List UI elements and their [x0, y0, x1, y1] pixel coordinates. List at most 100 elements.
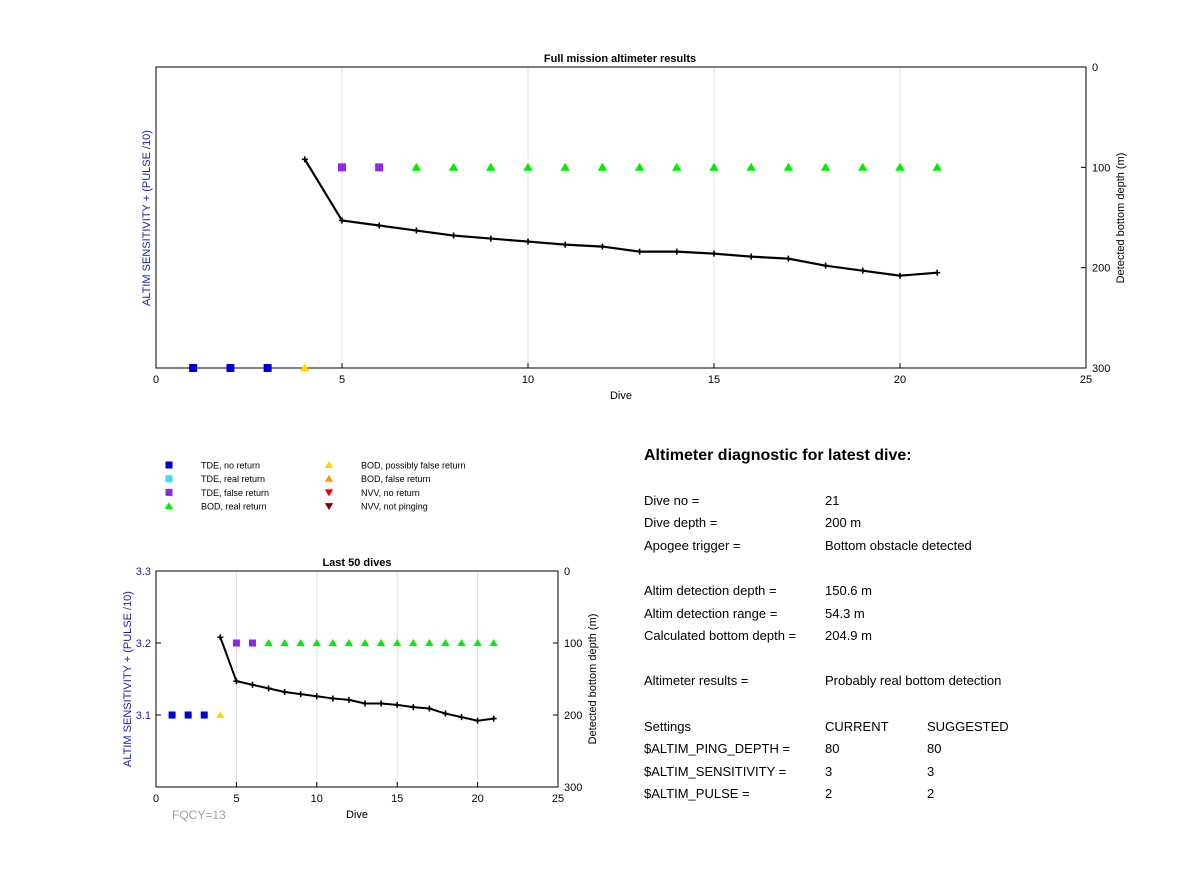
altimeter-marker	[189, 364, 198, 372]
right-y-tick-label: 300	[1092, 363, 1110, 375]
bottom-depth-series	[301, 156, 941, 279]
setting-name: $ALTIM_PULSE =	[644, 786, 750, 802]
altimeter-marker	[783, 162, 794, 171]
bottom-depth-point	[329, 695, 336, 702]
setting-current: 80	[825, 741, 840, 757]
setting-name: $ALTIM_SENSITIVITY =	[644, 763, 787, 779]
altimeter-marker	[820, 162, 831, 171]
setting-row: $ALTIM_SENSITIVITY = 3 3	[644, 761, 1124, 784]
bottom-depth-point	[345, 696, 352, 703]
bottom-depth-point	[394, 701, 401, 708]
diagnostic-title: Altimeter diagnostic for latest dive:	[644, 447, 912, 464]
legend-marker	[164, 502, 174, 510]
altimeter-marker	[473, 639, 482, 646]
legend-label: BOD, real return	[201, 502, 267, 512]
altimeter-marker	[486, 162, 496, 171]
altimeter-marker	[858, 162, 868, 171]
altimeter-marker	[216, 711, 225, 718]
altimeter-marker	[296, 639, 305, 646]
altimeter-marker	[232, 639, 240, 647]
altim-depth-label: Altim detection depth =	[644, 582, 777, 598]
plot-frame	[155, 570, 559, 788]
legend-label: BOD, possibly false return	[361, 461, 466, 471]
altimeter-marker	[376, 639, 386, 646]
plot-frame	[155, 66, 1087, 369]
bottom-depth-point	[490, 715, 497, 722]
altimeter-marker	[489, 639, 498, 646]
altimeter-marker	[895, 162, 905, 171]
bottom-depth-point	[362, 700, 369, 707]
altimeter-marker	[457, 639, 466, 646]
right-y-tick-label: 0	[1092, 62, 1098, 74]
altimeter-marker	[280, 639, 289, 646]
bottom-depth-point	[822, 262, 829, 269]
x-tick-label: 10	[522, 374, 534, 386]
altimeter-marker	[226, 364, 235, 372]
calc-depth-label: Calculated bottom depth =	[644, 628, 797, 644]
bottom-depth-point	[313, 693, 320, 700]
left-y-tick-label: 3.3	[136, 566, 151, 578]
legend-marker	[324, 461, 334, 468]
bottom-depth-point	[378, 700, 385, 707]
altimeter-marker	[338, 163, 346, 172]
full-mission-chart: Full mission altimeter results 0 5 10 15 20 2…	[141, 53, 1127, 402]
right-y-tick-label: 100	[1092, 162, 1110, 174]
bottom-depth-point	[265, 685, 272, 692]
altimeter-marker	[328, 639, 338, 646]
altimeter-marker	[312, 639, 321, 646]
bottom-depth-line	[219, 636, 494, 722]
altimeter-marker	[409, 639, 418, 646]
x-tick-label: 25	[552, 793, 564, 805]
bottom-depth-point	[249, 681, 256, 688]
right-y-tick-label: 300	[564, 782, 582, 794]
bottom-depth-point	[859, 267, 866, 274]
legend-marker	[324, 489, 334, 497]
suggested-header: SUGGESTED	[927, 718, 1009, 734]
dive-depth-label: Dive depth =	[644, 515, 718, 531]
bottom-depth-line	[303, 158, 938, 277]
x-tick-label: 5	[339, 374, 345, 386]
bottom-depth-point	[897, 272, 903, 279]
x-tick-label: 15	[708, 374, 720, 386]
legend-marker	[165, 461, 173, 469]
altimeter-marker	[425, 639, 434, 646]
altim-range-label: Altim detection range =	[644, 605, 778, 621]
bottom-depth-point	[450, 232, 457, 239]
altimeter-marker	[597, 162, 608, 171]
bottom-depth-point	[474, 717, 481, 724]
right-y-axis-label: Detected bottom depth (m)	[1115, 153, 1127, 284]
altim-depth-row: Altim detection depth = 150.6 m	[644, 580, 1124, 603]
setting-name: $ALTIM_PING_DEPTH =	[644, 741, 791, 757]
legend-item: NVV, no return	[324, 488, 420, 498]
altimeter-marker	[448, 162, 459, 171]
altimeter-marker	[360, 639, 370, 646]
legend-item: NVV, not pinging	[324, 502, 428, 512]
altimeter-marker	[263, 364, 272, 372]
bottom-depth-series	[217, 634, 497, 724]
altimeter-marker	[709, 162, 719, 171]
calc-depth-value: 204.9 m	[825, 628, 872, 644]
legend-item: TDE, no return	[165, 461, 260, 471]
x-tick-label: 15	[391, 793, 403, 805]
chart-title: Full mission altimeter results	[544, 53, 696, 65]
altimeter-markers	[168, 639, 498, 719]
apogee-trigger-row: Apogee trigger = Bottom obstacle detecte…	[644, 535, 1124, 558]
altimeter-marker	[200, 711, 208, 719]
setting-suggested: 3	[927, 763, 935, 779]
setting-suggested: 80	[927, 741, 942, 757]
right-y-tick-label: 0	[564, 566, 570, 578]
dive-no-label: Dive no =	[644, 492, 700, 508]
altimeter-results-label: Altimeter results =	[644, 673, 749, 689]
dive-depth-value: 200 m	[825, 515, 862, 531]
right-y-ticks: 0 100 200 300	[1081, 62, 1110, 375]
bottom-depth-point	[711, 250, 717, 257]
altimeter-marker	[523, 162, 533, 171]
left-y-tick-label: 3.2	[136, 638, 151, 650]
right-y-tick-label: 100	[564, 638, 582, 650]
legend-marker	[165, 488, 173, 496]
x-ticks: 0 5 10 15 20 25	[153, 782, 564, 805]
setting-current: 3	[825, 763, 833, 779]
bottom-depth-point	[525, 238, 531, 245]
x-axis-label: Dive	[346, 809, 368, 821]
bottom-depth-point	[562, 241, 569, 248]
